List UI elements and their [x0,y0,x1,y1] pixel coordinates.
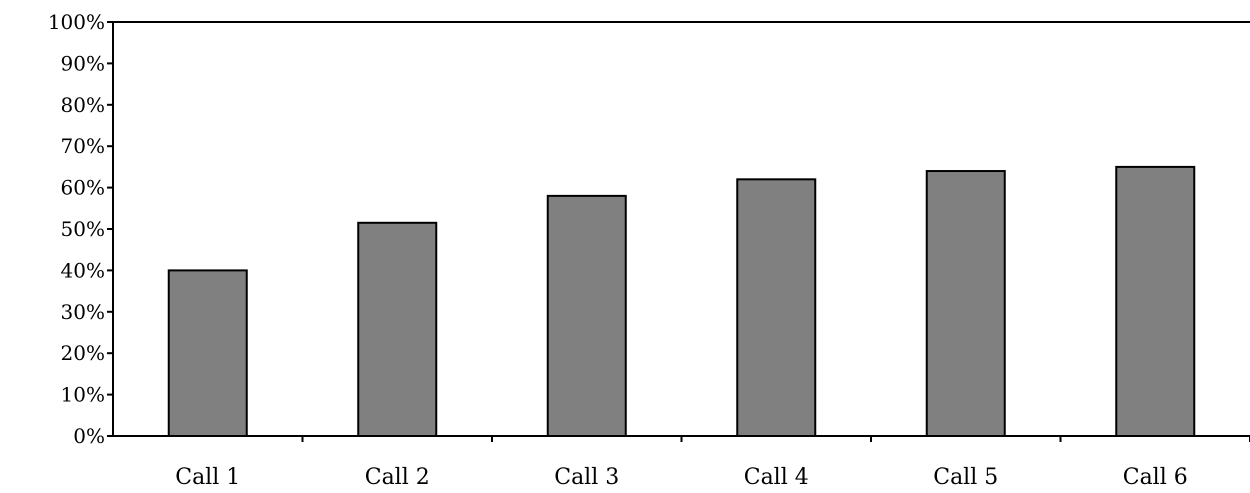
x-axis [107,435,1250,442]
bar [925,170,1006,437]
y-tick-label: 40% [61,258,105,282]
x-tick-label: Call 1 [175,465,240,490]
x-tick-label: Call 3 [554,465,619,490]
y-tick-label: 90% [61,51,105,75]
y-tick-label: 10% [61,383,105,407]
y-tick-label: 0% [73,424,105,448]
bar [736,178,817,437]
bar [357,221,438,437]
bar [546,194,627,437]
x-tick-label: Call 6 [1123,465,1188,490]
y-tick-label: 70% [61,134,105,158]
x-tick-label: Call 5 [933,465,998,490]
y-tick-label: 20% [61,341,105,365]
y-tick-label: 60% [61,176,105,200]
y-tick-label: 50% [61,217,105,241]
y-axis: 0% 10% 20% 30% 40% 50% 60% 70% 80% 90% 100% [48,10,114,448]
y-tick-label: 100% [48,10,105,34]
y-tick-label: 30% [61,300,105,324]
bar [1115,165,1196,437]
bar [167,269,248,437]
x-tick-label: Call 4 [744,465,809,490]
category-labels: Call 1 Call 2 Call 3 Call 4 Call 5 Call 6 [175,465,1188,490]
x-tick-label: Call 2 [365,465,430,490]
bars [167,165,1196,437]
y-tick-label: 80% [61,93,105,117]
